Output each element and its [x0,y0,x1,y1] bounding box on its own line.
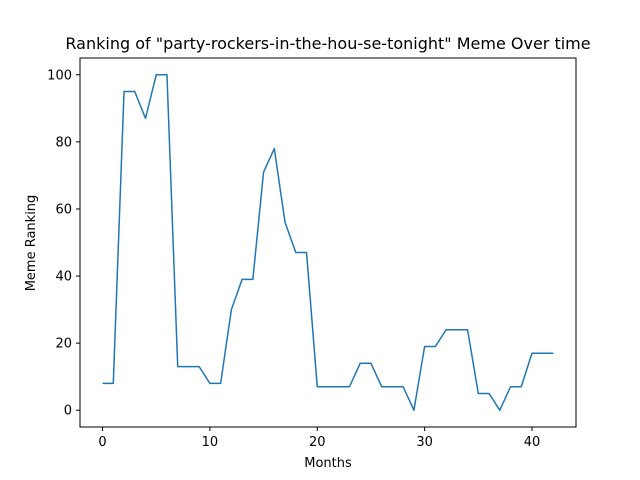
x-axis: 0 10 20 30 40 [98,427,540,450]
y-tick-label: 0 [64,404,72,419]
y-tick-label: 60 [55,202,72,217]
x-tick-label: 30 [416,435,433,450]
y-tick-label: 20 [55,337,72,352]
chart-title: Ranking of "party-rockers-in-the-hou-se-… [65,34,590,53]
x-tick-label: 40 [524,435,541,450]
x-tick-label: 20 [309,435,326,450]
y-axis: 0 20 40 60 80 100 [47,68,80,419]
x-axis-label: Months [304,456,352,471]
y-axis-label: Meme Ranking [24,195,39,292]
y-tick-label: 80 [55,135,72,150]
x-tick-label: 0 [98,435,106,450]
plot-area [102,74,554,411]
y-tick-label: 100 [47,68,72,83]
x-tick-label: 10 [202,435,219,450]
y-tick-label: 40 [55,270,72,285]
series-line [102,74,554,411]
axes-frame [79,57,577,428]
